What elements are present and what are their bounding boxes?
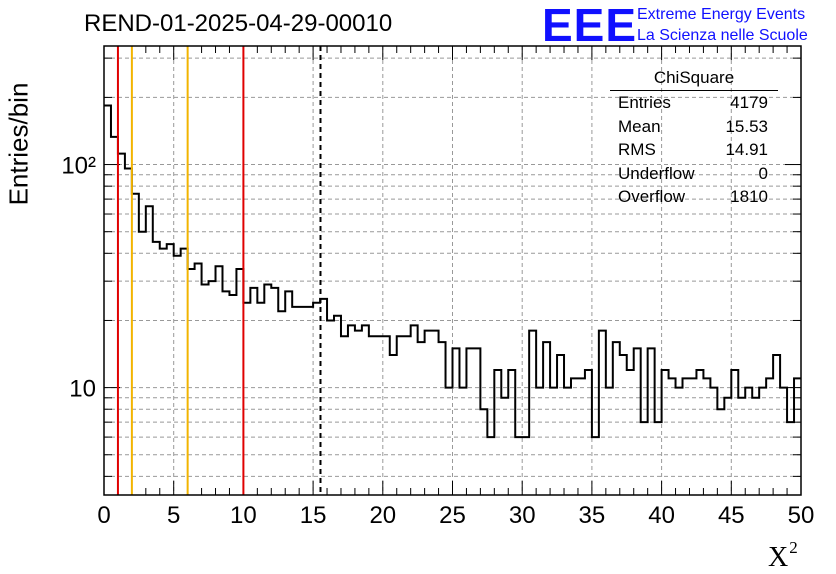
x-tick-label: 40 — [648, 502, 675, 529]
stats-value: 15.53 — [725, 116, 768, 136]
x-tick-label: 15 — [300, 502, 327, 529]
stats-label: Entries — [618, 93, 671, 112]
plot-frame — [103, 45, 802, 496]
y-tick-label: 10² — [61, 153, 96, 180]
stats-row-overflow: Overflow 1810 — [610, 185, 778, 209]
x-tick-label: 45 — [718, 502, 745, 529]
stats-value: 4179 — [730, 93, 768, 112]
stats-row-mean: Mean 15.53 — [610, 115, 778, 139]
y-axis-label: Entries/bin — [2, 83, 36, 206]
x-tick-label: 30 — [509, 502, 536, 529]
stats-label: RMS — [618, 140, 656, 159]
histogram-line — [104, 104, 801, 439]
x-tick-label: 20 — [369, 502, 396, 529]
x-tick-label: 10 — [230, 502, 257, 529]
logo-caption: Extreme Energy Events La Scienza nelle S… — [637, 4, 808, 46]
x-tick-label: 5 — [167, 502, 180, 529]
chart-title: REND-01-2025-04-29-00010 — [84, 10, 393, 37]
logo-caption-line2: La Scienza nelle Scuole — [637, 27, 808, 44]
stats-value: 0 — [758, 163, 768, 183]
x-tick-label: 50 — [788, 502, 815, 529]
stats-label: Overflow — [618, 187, 686, 206]
eee-logo: EEE — [542, 0, 638, 51]
stats-title: ChiSquare — [610, 66, 778, 91]
x-tick-label: 0 — [97, 502, 110, 529]
stats-value: 14.91 — [725, 140, 768, 159]
stats-row-underflow: Underflow 0 — [610, 162, 778, 186]
logo-caption-line1: Extreme Energy Events — [637, 6, 806, 23]
stats-row-rms: RMS 14.91 — [610, 138, 778, 162]
stats-label: Mean — [618, 116, 661, 136]
stats-label: Underflow — [618, 163, 695, 183]
x-axis-label: X2 — [768, 538, 798, 573]
y-axis-label-text: Entries/bin — [3, 82, 34, 206]
x-tick-label: 25 — [439, 502, 466, 529]
x-tick-label: 35 — [579, 502, 606, 529]
stats-row-entries: Entries 4179 — [610, 91, 778, 115]
stats-box: ChiSquare Entries 4179 Mean 15.53 RMS 14.91… — [610, 66, 778, 209]
y-tick-label: 10 — [69, 376, 96, 403]
stats-value: 1810 — [730, 187, 768, 206]
